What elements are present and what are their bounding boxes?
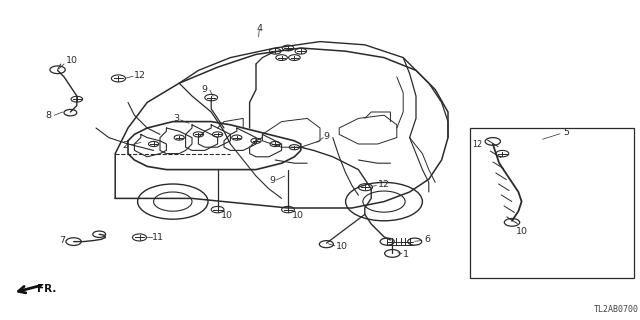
Text: 7: 7 — [59, 236, 65, 245]
Text: 2: 2 — [122, 141, 128, 150]
Bar — [470, 128, 634, 278]
Text: 12: 12 — [472, 140, 482, 149]
Text: 11: 11 — [152, 233, 164, 242]
Text: 3: 3 — [173, 114, 179, 123]
Text: 9: 9 — [202, 85, 208, 94]
Text: FR.: FR. — [37, 284, 56, 294]
Text: 9: 9 — [323, 132, 330, 140]
Text: 10: 10 — [516, 228, 527, 236]
Text: 8: 8 — [45, 111, 51, 120]
Text: 4: 4 — [256, 24, 262, 33]
Text: 12: 12 — [134, 71, 147, 80]
Text: 1: 1 — [403, 250, 410, 259]
Text: 10: 10 — [221, 212, 233, 220]
Text: 10: 10 — [336, 242, 348, 251]
Text: 10: 10 — [66, 56, 77, 65]
Text: 12: 12 — [378, 180, 390, 189]
Text: TL2AB0700: TL2AB0700 — [594, 305, 639, 314]
Text: 6: 6 — [424, 236, 431, 244]
Text: 10: 10 — [292, 212, 303, 220]
Text: 9: 9 — [269, 176, 275, 185]
Text: 5: 5 — [563, 128, 570, 137]
